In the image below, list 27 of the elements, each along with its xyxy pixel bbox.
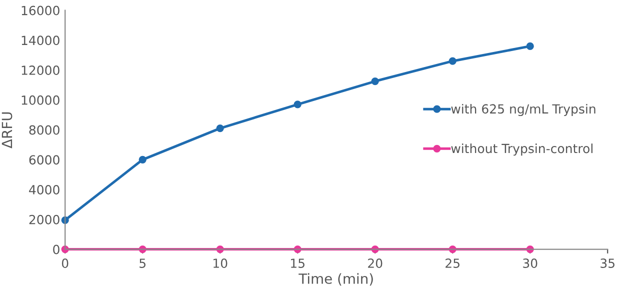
- y-tick-label: 8000: [29, 125, 60, 135]
- point: [216, 124, 224, 132]
- x-tick-label: 10: [214, 258, 228, 268]
- legend-label: without Trypsin-control: [451, 144, 592, 156]
- x-tick-label: 35: [600, 258, 614, 268]
- point: [526, 42, 534, 50]
- point: [371, 77, 379, 86]
- y-tick-label: 16000: [22, 6, 60, 16]
- x-tick-label: 20: [368, 258, 382, 268]
- point: [138, 156, 146, 164]
- point: [294, 100, 302, 108]
- y-tick-label: 0: [53, 244, 60, 254]
- y-tick-label: 2000: [29, 214, 60, 224]
- x-tick-label: 30: [523, 258, 538, 268]
- y-tick-label: 12000: [22, 66, 60, 75]
- y-tick-label: 6000: [29, 155, 60, 165]
- y-tick-label: 10000: [22, 95, 60, 105]
- legend-label: with 625 ng/mL Trypsin: [451, 104, 596, 116]
- x-tick-label: 0: [62, 258, 68, 268]
- x-tick-label: 25: [446, 258, 460, 268]
- point: [448, 57, 456, 65]
- y-axis-title: ΔRFU: [2, 112, 12, 148]
- y-tick-label: 14000: [22, 36, 60, 46]
- x-tick-label: 5: [140, 258, 146, 268]
- x-axis-title: Time (min): [298, 273, 373, 286]
- y-tick-label: 4000: [29, 185, 60, 194]
- x-tick-label: 15: [291, 258, 304, 268]
